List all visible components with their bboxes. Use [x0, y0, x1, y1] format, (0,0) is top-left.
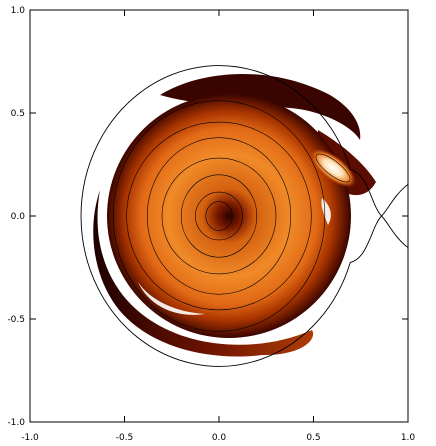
y-tick-label: -0.5 [7, 315, 25, 325]
x-tick-label: 1.0 [401, 433, 416, 443]
contour-line [146, 137, 292, 295]
x-tick-label: 0.0 [212, 433, 227, 443]
contour-line [161, 157, 277, 275]
contour-line [180, 174, 258, 258]
accretion-disc [107, 94, 351, 338]
disc-gap-right [321, 198, 331, 225]
spiral-arm-upper [160, 73, 361, 140]
y-axis-ticks: 1.0 0.5 0.0 -0.5 -1.0 [7, 6, 408, 428]
x-tick-label: 0.5 [306, 433, 320, 443]
y-tick-label: 0.0 [11, 212, 26, 222]
disc-gap-lower [138, 282, 205, 315]
y-tick-label: 1.0 [11, 6, 26, 16]
contour-line [205, 201, 233, 231]
x-tick-label: -0.5 [116, 433, 134, 443]
roche-lobe-outline [80, 65, 408, 367]
x-tick-label: -1.0 [21, 433, 39, 443]
hot-spot-contour [315, 153, 351, 183]
intensity-contours [112, 100, 326, 332]
contour-line [126, 121, 312, 311]
y-tick-label: 0.5 [11, 109, 25, 119]
hot-spot [309, 148, 357, 188]
contour-line [112, 100, 326, 332]
contour-line [195, 191, 243, 241]
x-axis-ticks: -1.0 -0.5 0.0 0.5 1.0 [21, 10, 415, 443]
spiral-arm-lower [93, 190, 314, 357]
y-tick-label: -1.0 [7, 418, 25, 428]
